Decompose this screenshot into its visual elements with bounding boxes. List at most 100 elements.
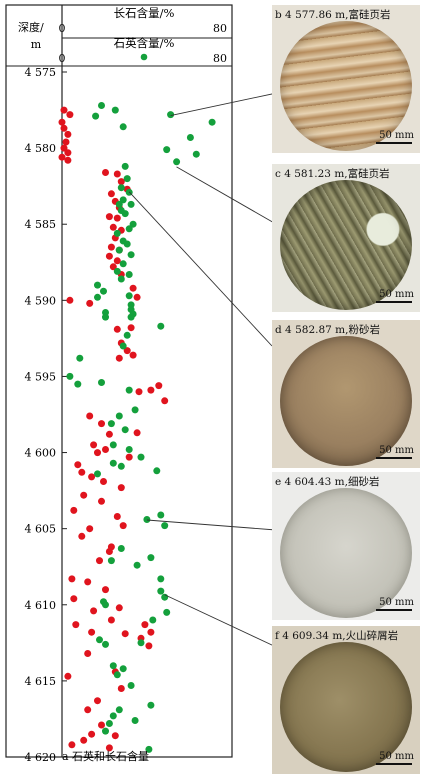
feldspar-point: [102, 169, 109, 176]
quartz-point: [123, 331, 131, 339]
quartz-point: [125, 271, 133, 278]
quartz-point: [145, 745, 153, 753]
quartz-point: [133, 561, 141, 569]
thin-section-photo-e: e 4 604.43 m,细砂岩 50 mm: [272, 472, 420, 620]
quartz-axis-min: 0: [59, 52, 66, 65]
quartz-point: [100, 287, 107, 295]
feldspar-point: [86, 412, 94, 420]
thin-section-photo-d: d 4 582.87 m,粉砂岩 50 mm: [272, 320, 420, 468]
feldspar-point: [94, 449, 101, 457]
y-axis-label-line2: m: [31, 38, 42, 51]
feldspar-point: [125, 453, 133, 461]
feldspar-point: [86, 525, 94, 533]
feldspar-point: [96, 557, 103, 565]
quartz-point: [121, 162, 129, 170]
quartz-point: [143, 516, 151, 523]
quartz-point: [117, 462, 125, 470]
quartz-point: [119, 260, 127, 268]
scale-bar-label: 50 mm: [379, 130, 414, 141]
feldspar-point: [60, 106, 68, 114]
quartz-point: [173, 158, 181, 166]
quartz-point: [163, 146, 171, 154]
feldspar-point: [115, 354, 123, 362]
y-axis-label-line1: 深度/: [18, 20, 44, 34]
feldspar-point: [141, 621, 149, 629]
feldspar-axis-label: 长石含量/%: [114, 6, 175, 20]
photo-leader-line: [128, 191, 273, 347]
feldspar-axis-max: 80: [213, 22, 227, 35]
quartz-point: [74, 380, 82, 388]
quartz-point: [107, 420, 115, 428]
quartz-point: [105, 720, 113, 727]
sample-disk: [280, 336, 412, 466]
quartz-point: [109, 662, 117, 670]
quartz-point: [115, 246, 123, 254]
quartz-point: [111, 106, 119, 114]
quartz-point: [113, 267, 121, 275]
feldspar-point: [127, 324, 135, 332]
feldspar-point: [68, 575, 76, 583]
feldspar-point: [100, 478, 107, 485]
quartz-point: [147, 554, 155, 562]
feldspar-point: [64, 130, 72, 138]
feldspar-point: [113, 513, 121, 520]
photo-caption: d 4 582.87 m,粉砂岩: [275, 324, 380, 336]
feldspar-point: [105, 430, 113, 438]
feldspar-point: [129, 351, 137, 359]
feldspar-point: [90, 607, 98, 615]
quartz-point: [96, 636, 103, 644]
feldspar-point: [90, 441, 98, 449]
quartz-point: [208, 118, 216, 126]
feldspar-point: [105, 213, 113, 221]
photo-leader-line: [164, 594, 275, 647]
feldspar-point: [66, 296, 74, 304]
quartz-point: [131, 717, 139, 724]
feldspar-point: [64, 672, 72, 680]
quartz-point: [157, 587, 165, 595]
quartz-point: [137, 453, 145, 461]
feldspar-point: [58, 153, 66, 161]
quartz-point: [167, 111, 175, 119]
quartz-point: [98, 102, 105, 109]
quartz-point: [109, 712, 117, 720]
sample-disk: [280, 642, 412, 772]
quartz-point: [119, 665, 127, 673]
quartz-point: [113, 671, 121, 679]
feldspar-point: [78, 532, 86, 540]
quartz-point: [127, 200, 135, 208]
depth-tick-label: 4 600: [25, 447, 57, 460]
quartz-axis-max: 80: [213, 52, 227, 65]
quartz-point: [115, 200, 123, 208]
quartz-point: [161, 522, 169, 530]
quartz-point: [117, 275, 125, 283]
scale-bar: [376, 457, 412, 459]
feldspar-point: [84, 578, 92, 586]
feldspar-point: [117, 484, 125, 492]
feldspar-point: [117, 178, 125, 186]
feldspar-point: [105, 252, 113, 260]
depth-tick-label: 4 590: [25, 294, 57, 307]
sample-disk: [280, 21, 412, 151]
quartz-point: [102, 640, 109, 648]
scale-bar: [376, 763, 412, 765]
depth-tick-label: 4 580: [25, 142, 57, 155]
quartz-point: [115, 706, 123, 714]
feldspar-point: [109, 223, 117, 231]
feldspar-point: [123, 347, 131, 355]
feldspar-point: [113, 214, 121, 222]
quartz-point: [66, 372, 74, 380]
feldspar-point: [102, 446, 109, 453]
feldspar-point: [145, 642, 153, 650]
photo-leader-line: [176, 166, 277, 225]
feldspar-point: [74, 461, 82, 469]
depth-tick-label: 4 575: [25, 66, 57, 79]
quartz-point: [186, 134, 194, 141]
quartz-point: [125, 292, 133, 300]
quartz-point: [131, 406, 139, 414]
quartz-point: [94, 281, 101, 289]
photo-caption: f 4 609.34 m,火山碎屑岩: [275, 630, 399, 642]
quartz-point: [76, 354, 84, 362]
feldspar-point: [84, 650, 92, 657]
feldspar-point: [98, 721, 105, 729]
quartz-legend-marker: [140, 53, 148, 61]
